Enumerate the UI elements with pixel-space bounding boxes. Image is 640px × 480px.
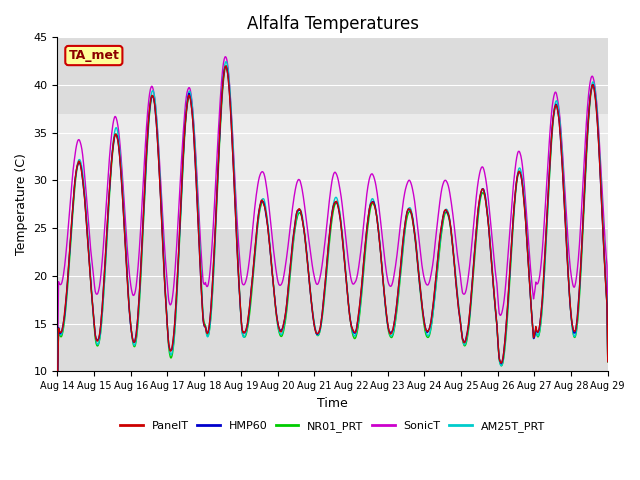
Legend: PanelT, HMP60, NR01_PRT, SonicT, AM25T_PRT: PanelT, HMP60, NR01_PRT, SonicT, AM25T_P… [116,417,549,437]
Bar [58,114,608,228]
Text: TA_met: TA_met [68,49,119,62]
X-axis label: Time: Time [317,396,348,409]
Y-axis label: Temperature (C): Temperature (C) [15,154,28,255]
Title: Alfalfa Temperatures: Alfalfa Temperatures [246,15,419,33]
